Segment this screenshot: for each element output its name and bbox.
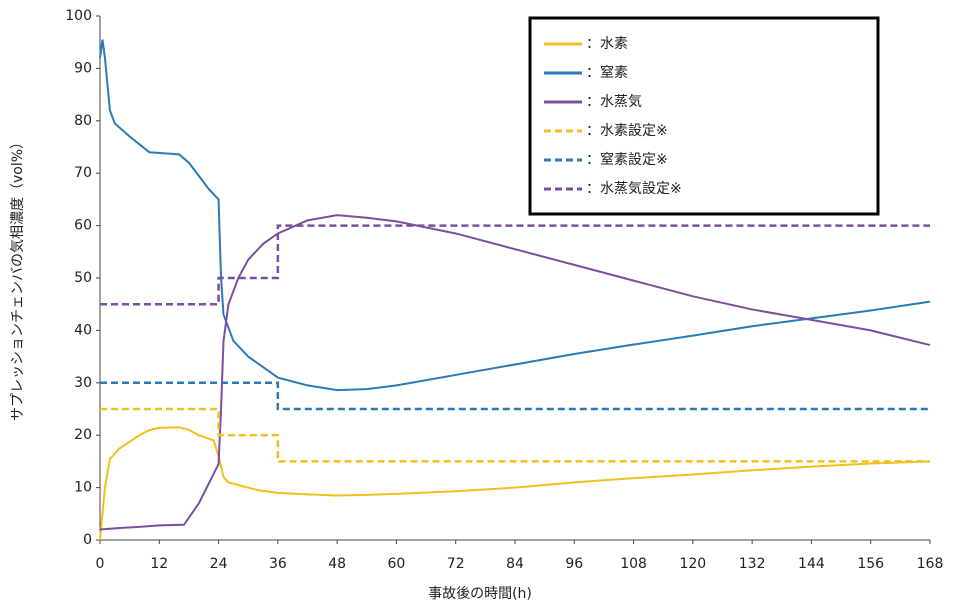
legend-label: ：窒素 bbox=[586, 64, 628, 81]
x-tick-label: 48 bbox=[328, 556, 346, 572]
y-tick-label: 80 bbox=[74, 113, 92, 129]
y-tick-label: 70 bbox=[74, 165, 92, 181]
x-axis-label: 事故後の時間(h) bbox=[428, 586, 532, 602]
x-tick-label: 72 bbox=[447, 556, 465, 572]
y-tick-label: 0 bbox=[83, 532, 92, 548]
x-tick-label: 144 bbox=[798, 556, 825, 572]
y-tick-label: 90 bbox=[74, 60, 92, 76]
legend-label: ：窒素設定※ bbox=[586, 151, 668, 168]
x-tick-label: 0 bbox=[96, 556, 105, 572]
series-line bbox=[99, 426, 931, 541]
x-tick-label: 168 bbox=[917, 556, 944, 572]
x-tick-label: 96 bbox=[565, 556, 583, 572]
x-tick-label: 24 bbox=[210, 556, 228, 572]
x-tick-label: 84 bbox=[506, 556, 524, 572]
x-tick-label: 156 bbox=[857, 556, 884, 572]
x-tick-label: 36 bbox=[269, 556, 287, 572]
x-tick-label: 108 bbox=[620, 556, 647, 572]
legend-label: ：水素設定※ bbox=[586, 123, 668, 139]
y-tick-label: 50 bbox=[74, 270, 92, 286]
legend-box bbox=[528, 16, 880, 216]
series-line bbox=[100, 407, 930, 463]
y-tick-label: 40 bbox=[74, 322, 92, 338]
y-tick-label: 20 bbox=[74, 427, 92, 443]
y-axis-label: サプレッションチェンバの気相濃度（vol%） bbox=[10, 135, 26, 421]
x-tick-label: 12 bbox=[150, 556, 168, 572]
y-tick-label: 10 bbox=[74, 480, 92, 496]
x-tick-label: 120 bbox=[679, 556, 706, 572]
y-tick-label: 60 bbox=[74, 218, 92, 234]
x-tick-label: 132 bbox=[739, 556, 766, 572]
legend-label: ：水蒸気 bbox=[586, 94, 642, 110]
y-tick-label: 100 bbox=[65, 8, 92, 24]
series-line bbox=[100, 381, 930, 411]
legend-label: ：水蒸気設定※ bbox=[586, 181, 682, 197]
series-line bbox=[99, 214, 931, 531]
series-line bbox=[100, 224, 930, 306]
legend-label: ：水素 bbox=[586, 36, 628, 52]
x-tick-label: 60 bbox=[388, 556, 406, 572]
series-line bbox=[99, 39, 931, 392]
y-tick-label: 30 bbox=[74, 375, 92, 391]
